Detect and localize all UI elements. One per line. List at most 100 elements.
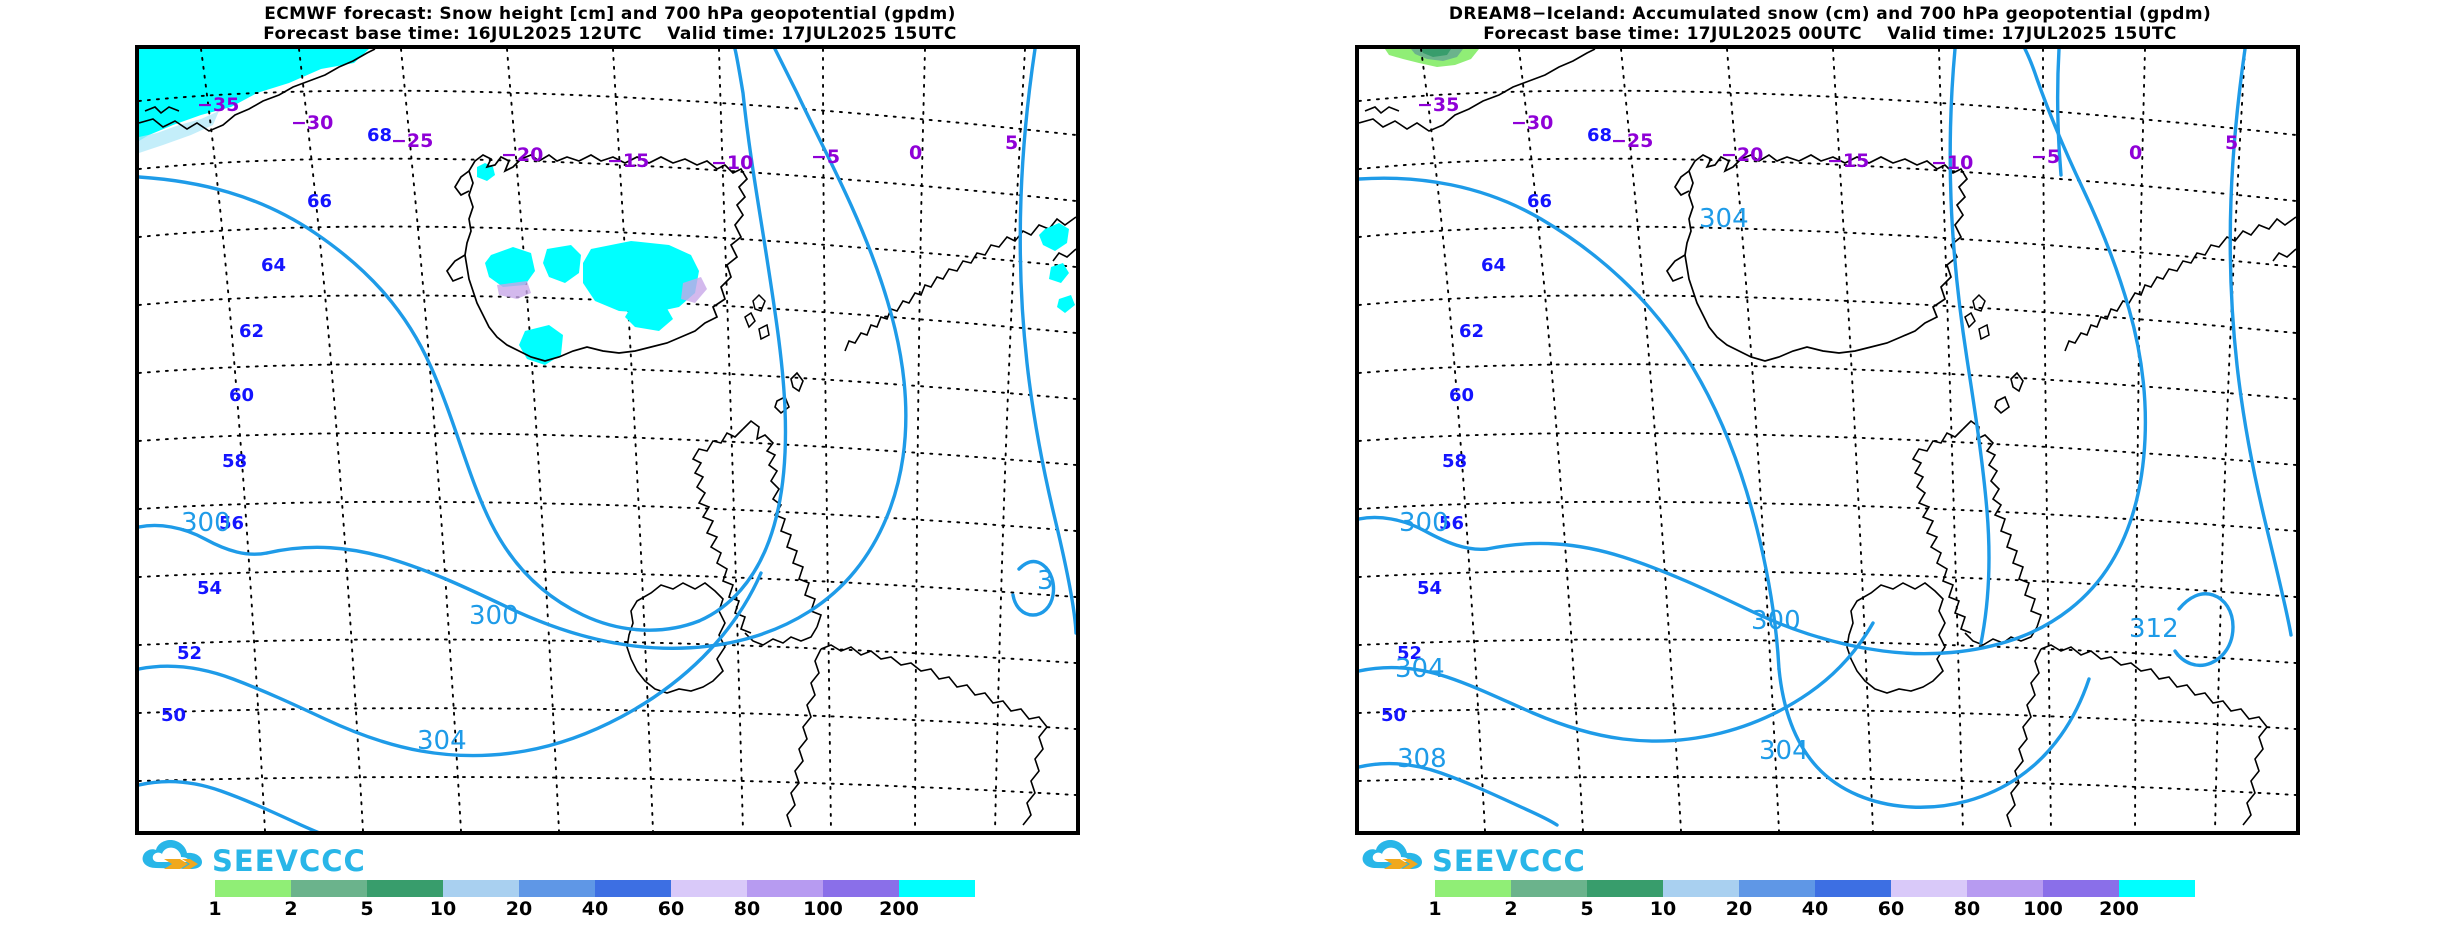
svg-text:−35: −35: [1417, 94, 1459, 116]
colorbar-tick-2: 2: [1504, 898, 1518, 920]
coastline-norway-left: [844, 216, 1076, 352]
svg-text:−15: −15: [1827, 150, 1869, 172]
svg-text:58: 58: [222, 451, 247, 472]
svg-text:54: 54: [197, 578, 222, 599]
svg-text:300: 300: [181, 508, 231, 538]
svg-text:5: 5: [1005, 132, 1018, 154]
colorbar-band-100: [2043, 880, 2119, 897]
colorbar-band-5: [367, 880, 443, 897]
panel-left-titles: ECMWF forecast: Snow height [cm] and 700…: [0, 4, 1220, 44]
colorbar-tick-2: 2: [284, 898, 298, 920]
lon-labels-right: −35 −30 −25 −20 −15 −10 −5 0 5: [1417, 94, 2238, 174]
svg-text:−15: −15: [607, 150, 649, 172]
colorbar-tick-10: 10: [1649, 898, 1677, 920]
coastline-faroe-left: [744, 293, 770, 341]
colorbar-tick-100: 100: [2023, 898, 2063, 920]
map-left-svg: −35 −30 −25 −20 −15 −10 −5 0 5 68 66: [139, 49, 1076, 831]
coastline-england-right: [2006, 644, 2268, 828]
panel-right-title-line2: Forecast base time: 17JUL2025 00UTC Vali…: [1483, 24, 2177, 44]
lon-labels-left: −35 −30 −25 −20 −15 −10 −5 0 5: [197, 94, 1018, 174]
colorbar-tick-40: 40: [1801, 898, 1829, 920]
graticule-latitudes-left: [139, 89, 1076, 796]
coastline-ireland-left: [626, 582, 726, 694]
colorbar-band-20: [519, 880, 595, 897]
colorbar-tick-60: 60: [657, 898, 685, 920]
svg-text:−30: −30: [1511, 112, 1553, 134]
colorbar-band-40: [595, 880, 671, 897]
colorbar-band-20: [1739, 880, 1815, 897]
map-left[interactable]: −35 −30 −25 −20 −15 −10 −5 0 5 68 66: [135, 45, 1080, 835]
svg-text:304: 304: [1395, 654, 1445, 684]
svg-text:50: 50: [161, 705, 186, 726]
colorbar-tick-20: 20: [1725, 898, 1753, 920]
coastline-greenland-left: [139, 49, 376, 132]
svg-text:66: 66: [307, 191, 332, 212]
coastline-scotland-left: [691, 371, 822, 646]
svg-text:64: 64: [1481, 255, 1506, 276]
colorbar-left-labels: 1 2 5 10 20 40 60 80 100 200: [208, 898, 975, 924]
geopotential-contours-right: [1359, 49, 2293, 827]
svg-text:−25: −25: [391, 130, 433, 152]
svg-text:62: 62: [1459, 321, 1484, 342]
svg-text:308: 308: [1397, 744, 1447, 774]
colorbar-right: 1 2 5 10 20 40 60 80 100 200: [1220, 880, 2440, 925]
colorbar-band-200: [2119, 880, 2195, 897]
colorbar-tick-40: 40: [581, 898, 609, 920]
svg-text:56: 56: [1439, 513, 1464, 534]
coastline-ireland-right: [1846, 582, 1946, 694]
svg-text:300: 300: [469, 601, 519, 631]
cloud-icon: [1362, 840, 1422, 869]
seevccc-logo-left-text: SEEVCCC: [212, 844, 366, 878]
svg-text:−20: −20: [1721, 144, 1763, 166]
panel-dream8: DREAM8−Iceland: Accumulated snow (cm) an…: [1220, 0, 2440, 925]
map-right[interactable]: −35 −30 −25 −20 −15 −10 −5 0 5 68 66: [1355, 45, 2300, 835]
colorbar-band-80: [747, 880, 823, 897]
lat-labels-right: 68 66 64 62 60 58 56 54 52 50: [1381, 125, 1612, 726]
svg-text:−5: −5: [2031, 146, 2060, 168]
svg-text:−30: −30: [291, 112, 333, 134]
colorbar-tick-200: 200: [2099, 898, 2139, 920]
panel-right-titles: DREAM8−Iceland: Accumulated snow (cm) an…: [1220, 4, 2440, 44]
colorbar-band-80: [1967, 880, 2043, 897]
svg-text:304: 304: [1699, 204, 1749, 234]
svg-text:300: 300: [1751, 606, 1801, 636]
svg-text:68: 68: [1587, 125, 1612, 146]
svg-text:−25: −25: [1611, 130, 1653, 152]
lat-labels-left: 68 66 64 62 60 58 56 54 52 50: [161, 125, 392, 726]
colorbar-band-1: [1435, 880, 1511, 897]
coastline-england-left: [786, 644, 1048, 828]
coastline-greenland-right: [1359, 49, 1596, 132]
graticule-longitudes-left: [200, 49, 1026, 831]
snow-fill-norway-left: [1039, 223, 1075, 313]
seevccc-logo-right: SEEVCCC: [1358, 838, 1598, 880]
seevccc-logo-left: SEEVCCC: [138, 838, 378, 880]
cloud-icon: [142, 840, 202, 869]
colorbar-band-10: [443, 880, 519, 897]
colorbar-tick-5: 5: [360, 898, 374, 920]
colorbar-band-2: [291, 880, 367, 897]
svg-text:3: 3: [1037, 566, 1054, 596]
svg-text:60: 60: [1449, 385, 1474, 406]
colorbar-band-5: [1587, 880, 1663, 897]
colorbar-tick-60: 60: [1877, 898, 1905, 920]
colorbar-tick-20: 20: [505, 898, 533, 920]
panel-right-title-line1: DREAM8−Iceland: Accumulated snow (cm) an…: [1448, 4, 2212, 24]
svg-text:68: 68: [367, 125, 392, 146]
geopotential-contours-left: [139, 49, 1076, 831]
coastline-iceland-right: [1665, 153, 1969, 362]
map-right-svg: −35 −30 −25 −20 −15 −10 −5 0 5 68 66: [1359, 49, 2296, 831]
seevccc-logo-left-svg: SEEVCCC: [142, 840, 366, 878]
colorbar-tick-5: 5: [1580, 898, 1594, 920]
contour-labels-right: 304 300 300 304 304 308 312: [1395, 204, 2179, 774]
coastline-norway-right: [2064, 216, 2296, 352]
svg-text:52: 52: [177, 643, 202, 664]
panel-ecmwf: ECMWF forecast: Snow height [cm] and 700…: [0, 4, 1220, 924]
colorbar-left-strip: [215, 880, 975, 897]
colorbar-tick-80: 80: [1953, 898, 1981, 920]
seevccc-logo-right-text: SEEVCCC: [1432, 844, 1586, 878]
svg-text:50: 50: [1381, 705, 1406, 726]
coastline-iceland-left: [445, 153, 749, 362]
panel-left-title-line2: Forecast base time: 16JUL2025 12UTC Vali…: [263, 24, 957, 44]
svg-text:−35: −35: [197, 94, 239, 116]
